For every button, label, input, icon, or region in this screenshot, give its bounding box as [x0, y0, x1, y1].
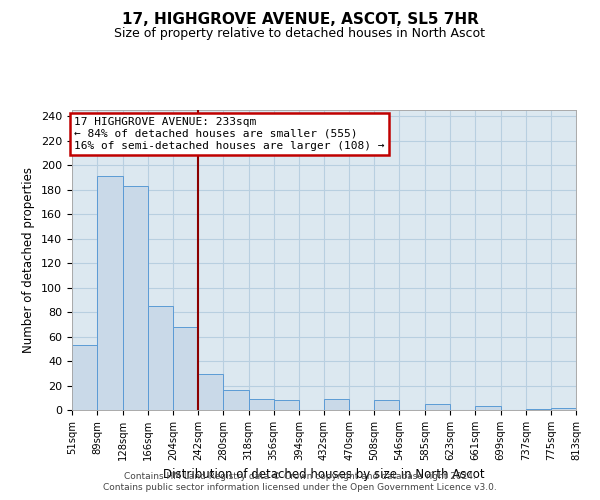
- X-axis label: Distribution of detached houses by size in North Ascot: Distribution of detached houses by size …: [163, 468, 485, 481]
- Bar: [123, 186, 148, 410]
- Text: 17 HIGHGROVE AVENUE: 233sqm
← 84% of detached houses are smaller (555)
16% of se: 17 HIGHGROVE AVENUE: 233sqm ← 84% of det…: [74, 118, 385, 150]
- Text: Contains public sector information licensed under the Open Government Licence v3: Contains public sector information licen…: [103, 484, 497, 492]
- Bar: [551, 408, 576, 410]
- Bar: [425, 404, 451, 410]
- Bar: [248, 399, 274, 410]
- Bar: [199, 374, 223, 410]
- Bar: [374, 400, 400, 410]
- Text: Size of property relative to detached houses in North Ascot: Size of property relative to detached ho…: [115, 28, 485, 40]
- Bar: [148, 306, 173, 410]
- Bar: [97, 176, 123, 410]
- Bar: [223, 390, 248, 410]
- Y-axis label: Number of detached properties: Number of detached properties: [22, 167, 35, 353]
- Bar: [324, 399, 349, 410]
- Text: 17, HIGHGROVE AVENUE, ASCOT, SL5 7HR: 17, HIGHGROVE AVENUE, ASCOT, SL5 7HR: [122, 12, 478, 28]
- Text: Contains HM Land Registry data © Crown copyright and database right 2024.: Contains HM Land Registry data © Crown c…: [124, 472, 476, 481]
- Bar: [72, 345, 97, 410]
- Bar: [173, 326, 199, 410]
- Bar: [475, 406, 500, 410]
- Bar: [526, 409, 551, 410]
- Bar: [274, 400, 299, 410]
